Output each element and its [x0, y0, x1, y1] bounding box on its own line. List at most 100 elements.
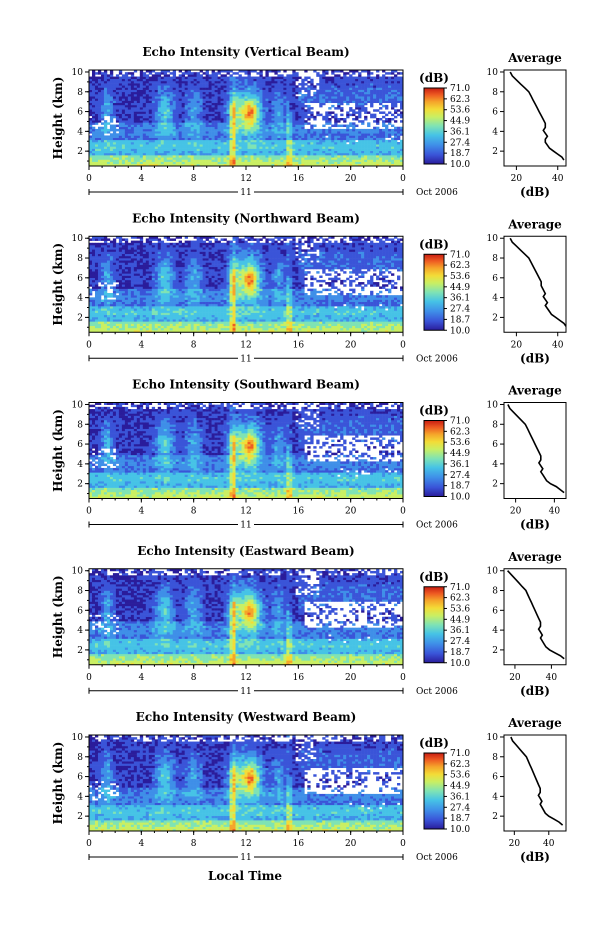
- heatmap-cell: [137, 146, 140, 148]
- heatmap-cell: [328, 155, 331, 157]
- heatmap-cell: [364, 159, 367, 161]
- heatmap-cell: [259, 162, 262, 164]
- heatmap-cell: [221, 87, 224, 89]
- heatmap-cell: [209, 109, 212, 111]
- heatmap-cell: [122, 262, 125, 264]
- heatmap-cell: [128, 146, 131, 148]
- heatmap-cell: [149, 142, 152, 144]
- heatmap-cell: [122, 131, 125, 133]
- heatmap-cell: [340, 90, 343, 92]
- heatmap-cell: [203, 83, 206, 85]
- heatmap-cell: [391, 87, 394, 89]
- heatmap-cell: [110, 262, 113, 264]
- heatmap-cell: [149, 131, 152, 133]
- heatmap-cell: [265, 109, 268, 111]
- heatmap-cell: [277, 138, 280, 140]
- heatmap-cell: [197, 140, 200, 142]
- heatmap-cell: [212, 118, 215, 120]
- heatmap-cell: [209, 101, 212, 103]
- heatmap-cell: [295, 142, 298, 144]
- heatmap-cell: [161, 118, 164, 120]
- heatmap-cell: [113, 243, 116, 245]
- heatmap-cell: [253, 157, 256, 159]
- heatmap-cell: [101, 101, 104, 103]
- heatmap-cell: [158, 87, 161, 89]
- heatmap-cell: [215, 103, 218, 105]
- heatmap-cell: [391, 107, 394, 109]
- heatmap-cell: [128, 153, 131, 155]
- heatmap-cell: [182, 72, 185, 74]
- heatmap-cell: [250, 116, 253, 118]
- heatmap-cell: [361, 107, 364, 109]
- heatmap-cell: [286, 94, 289, 96]
- heatmap-cell: [301, 131, 304, 133]
- heatmap-cell: [104, 271, 107, 273]
- heatmap-cell: [316, 140, 319, 142]
- heatmap-cell: [122, 326, 125, 328]
- heatmap-cell: [194, 105, 197, 107]
- heatmap-cell: [95, 111, 98, 113]
- heatmap-cell: [206, 96, 209, 98]
- heatmap-cell: [352, 81, 355, 83]
- heatmap-cell: [239, 77, 242, 79]
- heatmap-cell: [149, 77, 152, 79]
- heatmap-cell: [119, 269, 122, 271]
- heatmap-cell: [224, 125, 227, 127]
- heatmap-cell: [107, 135, 110, 137]
- heatmap-cell: [250, 146, 253, 148]
- heatmap-cell: [170, 92, 173, 94]
- heatmap-cell: [137, 79, 140, 81]
- heatmap-cell: [218, 116, 221, 118]
- heatmap-cell: [337, 90, 340, 92]
- heatmap-cell: [179, 118, 182, 120]
- heatmap-cell: [95, 265, 98, 267]
- heatmap-cell: [367, 138, 370, 140]
- heatmap-cell: [137, 271, 140, 273]
- heatmap-cell: [128, 114, 131, 116]
- heatmap-cell: [116, 252, 119, 254]
- heatmap-cell: [98, 149, 101, 151]
- heatmap-cell: [131, 269, 134, 271]
- heatmap-cell: [394, 98, 397, 100]
- heatmap-cell: [98, 83, 101, 85]
- heatmap-cell: [149, 103, 152, 105]
- heatmap-cell: [194, 159, 197, 161]
- heatmap-cell: [230, 92, 233, 94]
- heatmap-cell: [149, 109, 152, 111]
- heatmap-cell: [185, 159, 188, 161]
- heatmap-cell: [218, 129, 221, 131]
- heatmap-cell: [337, 120, 340, 122]
- heatmap-cell: [92, 127, 95, 129]
- heatmap-cell: [271, 146, 274, 148]
- heatmap-cell: [352, 151, 355, 153]
- heatmap-cell: [218, 92, 221, 94]
- heatmap-cell: [98, 317, 101, 319]
- heatmap-cell: [164, 151, 167, 153]
- heatmap-cell: [358, 135, 361, 137]
- heatmap-cell: [92, 81, 95, 83]
- heatmap-cell: [397, 96, 400, 98]
- heatmap-cell: [92, 155, 95, 157]
- heatmap-cell: [92, 280, 95, 282]
- heatmap-cell: [116, 83, 119, 85]
- heatmap-cell: [340, 109, 343, 111]
- heatmap-cell: [292, 83, 295, 85]
- heatmap-cell: [146, 146, 149, 148]
- heatmap-cell: [95, 324, 98, 326]
- heatmap-cell: [98, 140, 101, 142]
- heatmap-cell: [128, 162, 131, 164]
- heatmap-cell: [170, 72, 173, 74]
- heatmap-cell: [301, 107, 304, 109]
- heatmap-cell: [277, 118, 280, 120]
- heatmap-cell: [92, 116, 95, 118]
- heatmap-cell: [209, 125, 212, 127]
- heatmap-cell: [122, 267, 125, 269]
- heatmap-cell: [206, 118, 209, 120]
- heatmap-cell: [367, 83, 370, 85]
- heatmap-cell: [262, 83, 265, 85]
- heatmap-cell: [119, 291, 122, 293]
- heatmap-cell: [101, 74, 104, 76]
- heatmap-cell: [191, 149, 194, 151]
- heatmap-cell: [92, 315, 95, 317]
- heatmap-cell: [104, 300, 107, 302]
